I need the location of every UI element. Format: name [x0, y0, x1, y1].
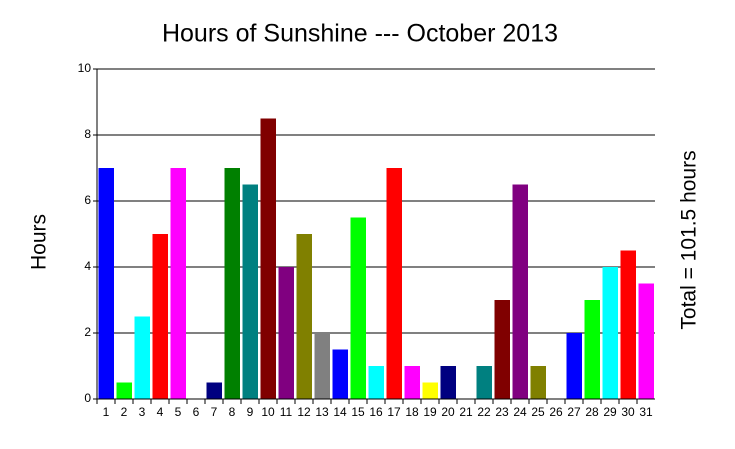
x-tick-label: 9	[247, 405, 254, 419]
bar	[602, 267, 618, 399]
x-tick-label: 18	[405, 405, 419, 419]
x-tick-label: 25	[531, 405, 545, 419]
y-tick-label: 10	[78, 61, 92, 75]
x-tick-label: 20	[441, 405, 455, 419]
y-axis-label: Hours	[28, 214, 51, 270]
bar	[134, 316, 150, 399]
x-tick-label: 29	[603, 405, 617, 419]
x-tick-label: 17	[387, 405, 401, 419]
bar	[386, 168, 402, 399]
x-tick-label: 28	[585, 405, 599, 419]
x-tick-label: 26	[549, 405, 563, 419]
bar	[422, 382, 438, 399]
bar	[206, 382, 222, 399]
x-tick-label: 22	[477, 405, 491, 419]
bar	[242, 184, 258, 399]
x-tick-label: 21	[459, 405, 473, 419]
x-tick-label: 1	[103, 405, 110, 419]
x-tick-label: 4	[157, 405, 164, 419]
x-tick-label: 8	[229, 405, 236, 419]
bar	[512, 184, 528, 399]
y-tick-label: 0	[84, 391, 91, 405]
x-tick-label: 11	[280, 405, 293, 419]
x-tick-label: 5	[175, 405, 182, 419]
x-tick-label: 14	[333, 405, 347, 419]
bar	[584, 300, 600, 399]
bar	[332, 349, 348, 399]
x-tick-label: 31	[639, 405, 653, 419]
bar	[170, 168, 186, 399]
x-tick-label: 3	[139, 405, 146, 419]
x-tick-label: 7	[211, 405, 218, 419]
bar	[566, 333, 582, 399]
bar	[350, 217, 366, 399]
bar	[530, 366, 546, 399]
y-tick-label: 6	[84, 193, 91, 207]
y-tick-label: 2	[84, 325, 91, 339]
bar	[224, 168, 240, 399]
bar	[278, 267, 294, 399]
bar	[152, 234, 168, 399]
bar	[620, 250, 636, 399]
bar	[260, 118, 276, 399]
x-tick-label: 12	[297, 405, 311, 419]
chart-title: Hours of Sunshine --- October 2013	[162, 20, 558, 48]
annotation: Total = 101.5 hours	[678, 150, 701, 329]
y-tick-label: 8	[84, 127, 91, 141]
x-tick-label: 6	[193, 405, 200, 419]
bar	[296, 234, 312, 399]
x-tick-label: 24	[513, 405, 527, 419]
x-tick-label: 16	[369, 405, 383, 419]
y-tick-label: 4	[84, 259, 91, 273]
bar	[404, 366, 420, 399]
x-tick-label: 15	[351, 405, 365, 419]
x-tick-label: 30	[621, 405, 635, 419]
bar	[638, 283, 654, 399]
x-tick-label: 10	[261, 405, 275, 419]
bar	[494, 300, 510, 399]
bar	[440, 366, 456, 399]
bar	[368, 366, 384, 399]
x-tick-label: 27	[567, 405, 581, 419]
x-tick-label: 2	[121, 405, 128, 419]
x-tick-label: 23	[495, 405, 509, 419]
bar	[476, 366, 492, 399]
bar	[314, 333, 330, 399]
x-tick-label: 13	[315, 405, 329, 419]
x-tick-label: 19	[423, 405, 437, 419]
bar	[116, 382, 132, 399]
bar	[98, 168, 114, 399]
